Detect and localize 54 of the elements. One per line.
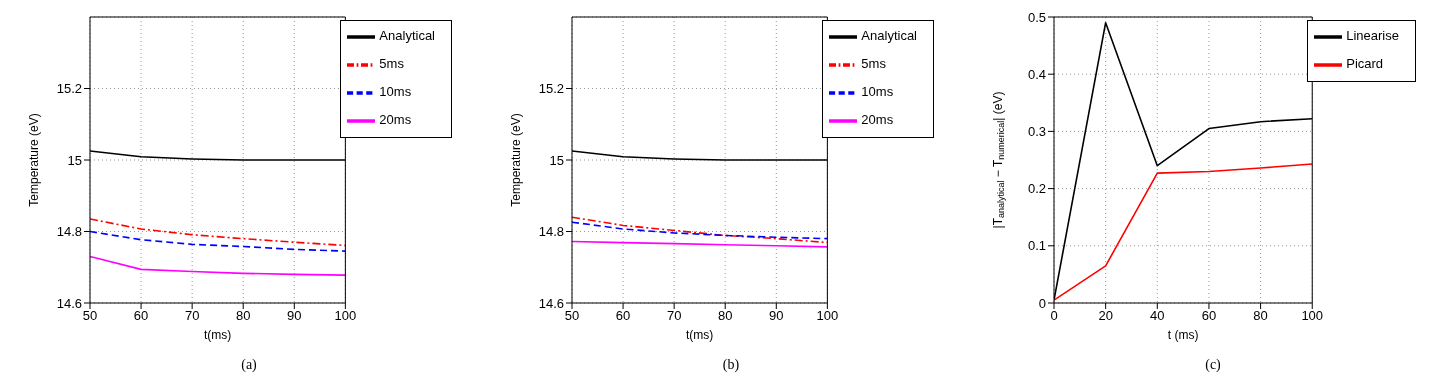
y-tick-label: 15.2	[56, 81, 82, 97]
legend-label: Picard	[1346, 56, 1384, 72]
x-tick-label: 20	[1098, 308, 1113, 324]
legend-label: Linearise	[1346, 28, 1399, 44]
x-tick-label: 40	[1150, 308, 1165, 324]
y-tick-label: 14.6	[56, 295, 82, 311]
y-tick-label: 14.6	[538, 295, 564, 311]
x-tick-label: 100	[334, 308, 357, 324]
legend-label: 20ms	[861, 112, 894, 128]
legend-label: 20ms	[379, 112, 412, 128]
line-series	[572, 221, 828, 240]
x-tick-label: 0	[1050, 308, 1058, 324]
x-tick-label: 70	[184, 308, 200, 324]
y-tick-label: 0.3	[1027, 124, 1046, 140]
legend-label: 5ms	[379, 56, 404, 72]
legend-label: Analytical	[861, 28, 917, 44]
y-tick-label: 15	[549, 152, 564, 168]
x-tick-label: 70	[666, 308, 682, 324]
y-tick-label: 0.4	[1027, 66, 1046, 82]
x-axis-title: t(ms)	[204, 328, 232, 342]
line-series	[90, 230, 346, 252]
x-tick-label: 80	[1253, 308, 1268, 324]
y-tick-label: 0.2	[1027, 181, 1046, 197]
x-tick-label: 50	[564, 308, 580, 324]
legend-label: 10ms	[861, 84, 894, 100]
text: (a)	[240, 357, 258, 373]
line-series	[90, 255, 346, 276]
x-tick-label: 60	[615, 308, 631, 324]
y-tick-label: 0.1	[1027, 238, 1046, 254]
x-tick-label: 100	[816, 308, 839, 324]
y-tick-label: 0.5	[1027, 9, 1046, 25]
x-axis-title: t (ms)	[1167, 328, 1199, 342]
x-tick-label: 90	[769, 308, 784, 324]
y-axis-title: Temperature (eV)	[509, 113, 523, 207]
y-tick-label: 0	[1038, 295, 1046, 311]
x-tick-label: 50	[82, 308, 98, 324]
line-series	[90, 218, 346, 247]
x-tick-label: 80	[717, 308, 733, 324]
legend-label: Analytical	[379, 28, 435, 44]
y-tick-label: 15.2	[538, 81, 564, 97]
x-tick-label: 100	[1301, 308, 1324, 324]
y-axis-title: Temperature (eV)	[27, 113, 41, 207]
x-tick-label: 60	[1201, 308, 1217, 324]
legend-label: 5ms	[861, 56, 886, 72]
y-tick-label: 14.8	[538, 224, 564, 240]
y-tick-label: 14.8	[56, 224, 82, 240]
x-tick-label: 90	[287, 308, 302, 324]
text: (b)	[721, 357, 741, 373]
x-tick-label: 60	[133, 308, 149, 324]
x-tick-label: 80	[235, 308, 251, 324]
text: (c)	[1204, 357, 1222, 373]
x-axis-title: t(ms)	[686, 328, 714, 342]
y-tick-label: 15	[67, 152, 82, 168]
legend-label: 10ms	[379, 84, 412, 100]
